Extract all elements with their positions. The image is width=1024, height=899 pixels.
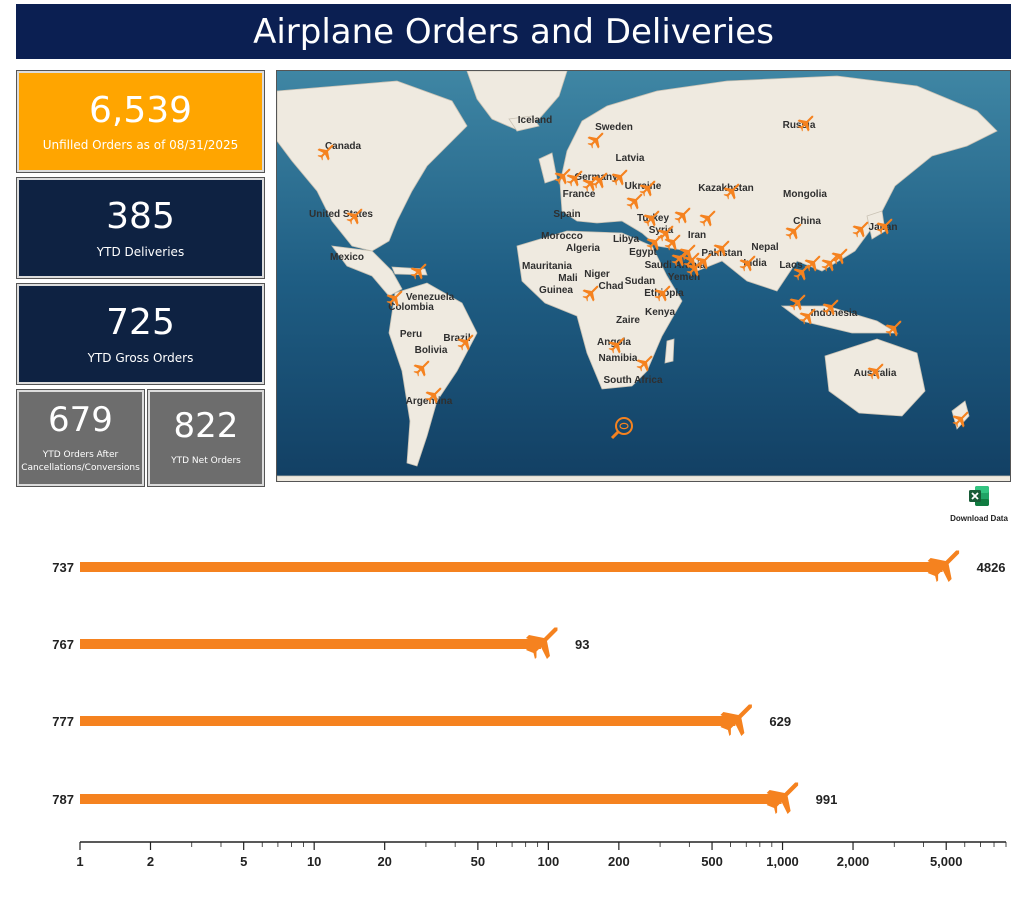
map-label-iran: Iran xyxy=(688,230,706,241)
data-label: 4826 xyxy=(977,560,1006,575)
map-label-yemen: Yemen xyxy=(668,272,700,283)
map-label-mali: Mali xyxy=(558,273,578,284)
kpi-value: 385 xyxy=(106,196,175,238)
map-label-colombia: Colombia xyxy=(388,302,434,313)
bar[interactable] xyxy=(80,716,736,726)
map-label-laos: Laos xyxy=(779,260,803,271)
kpi-ytd-net-orders[interactable]: 822 YTD Net Orders xyxy=(147,389,265,487)
map-label-guinea: Guinea xyxy=(539,285,573,296)
category-label: 777 xyxy=(52,714,74,729)
bar[interactable] xyxy=(80,794,782,804)
kpi-value: 822 xyxy=(173,406,239,446)
x-tick-label: 200 xyxy=(608,854,630,869)
australia xyxy=(824,338,926,417)
kpi-ytd-gross-orders[interactable]: 725 YTD Gross Orders xyxy=(16,283,265,385)
map-label-brazil: Brazil xyxy=(443,333,470,344)
magnifier-icon xyxy=(615,417,633,435)
x-tick-label: 2 xyxy=(147,854,154,869)
map-label-nepal: Nepal xyxy=(751,242,778,253)
iceland xyxy=(508,115,540,132)
map-label-peru: Peru xyxy=(400,329,422,340)
map-label-algeria: Algeria xyxy=(566,243,600,254)
kpi-unfilled-orders[interactable]: 6,539 Unfilled Orders as of 08/31/2025 xyxy=(16,70,265,173)
x-tick-label: 5,000 xyxy=(930,854,963,869)
map-label-france: France xyxy=(563,189,596,200)
orders-bar-chart: 737 4826 767 93 777 629 787 991 1 2 5 10 20 50 100 200 5… xyxy=(52,550,1007,869)
x-tick-label: 5 xyxy=(240,854,247,869)
map-label-argentina: Argentina xyxy=(406,396,453,407)
kpi-label: Unfilled Orders as of 08/31/2025 xyxy=(42,138,239,153)
map-label-spain: Spain xyxy=(553,209,580,220)
south-america xyxy=(388,282,478,467)
bar[interactable] xyxy=(80,639,541,649)
category-label: 737 xyxy=(52,560,74,575)
data-label: 991 xyxy=(816,792,838,807)
data-label: 629 xyxy=(769,714,791,729)
x-tick-label: 1 xyxy=(76,854,83,869)
eye-icon xyxy=(619,422,629,430)
x-tick-label: 2,000 xyxy=(837,854,870,869)
x-tick-label: 1,000 xyxy=(766,854,799,869)
map-label-india: India xyxy=(743,258,767,269)
x-axis: 1 2 5 10 20 50 100 200 500 1,000 2,000 5,000 xyxy=(76,841,1007,869)
map-label-united-states: United States xyxy=(309,209,373,220)
kpi-ytd-deliveries[interactable]: 385 YTD Deliveries xyxy=(16,177,265,279)
map-label-venezuela: Venezuela xyxy=(406,292,455,303)
map-label-mauritania: Mauritania xyxy=(522,261,572,272)
bars: 737 4826 767 93 777 629 787 991 xyxy=(52,550,1006,814)
map-label-namibia: Namibia xyxy=(599,353,638,364)
map-label-bolivia: Bolivia xyxy=(415,345,448,356)
page-title: Airplane Orders and Deliveries xyxy=(16,4,1011,59)
bar[interactable] xyxy=(80,562,943,572)
x-tick-label: 500 xyxy=(701,854,723,869)
magnifier-handle xyxy=(610,430,620,440)
category-label: 787 xyxy=(52,792,74,807)
map-label-south-africa: South Africa xyxy=(603,375,663,386)
search-map-button[interactable] xyxy=(610,417,633,440)
map-label-kenya: Kenya xyxy=(645,307,675,318)
map-label-morocco: Morocco xyxy=(541,231,583,242)
excel-icon xyxy=(969,486,989,506)
map-label-mexico: Mexico xyxy=(330,252,364,263)
map-label-libya: Libya xyxy=(613,234,640,245)
map-label-niger: Niger xyxy=(584,269,610,280)
x-tick-label: 50 xyxy=(471,854,485,869)
map-label-russia: Russia xyxy=(783,120,816,131)
map-label-china: China xyxy=(793,216,821,227)
map-label-egypt: Egypt xyxy=(629,247,657,258)
x-tick-label: 100 xyxy=(538,854,560,869)
land-masses xyxy=(277,71,1010,481)
kpi-label: YTD Orders After Cancellations/Conversio… xyxy=(21,450,140,473)
download-data-button[interactable]: Download Data xyxy=(950,485,1008,523)
map-label-zaire: Zaire xyxy=(616,315,640,326)
kpi-label: YTD Net Orders xyxy=(171,456,241,467)
download-data-label: Download Data xyxy=(950,514,1008,523)
europe-asia xyxy=(559,75,998,292)
kpi-value: 6,539 xyxy=(88,89,193,131)
x-tick-label: 20 xyxy=(377,854,391,869)
kpi-ytd-orders-after-cancellations[interactable]: 679 YTD Orders After Cancellations/Conve… xyxy=(16,389,145,487)
map-label-pakistan: Pakistan xyxy=(701,248,742,259)
world-map-canvas: IcelandSwedenRussiaCanadaLatviaGermanyFr… xyxy=(277,71,1010,481)
map-label-sweden: Sweden xyxy=(595,122,633,133)
map-label-iceland: Iceland xyxy=(518,115,552,126)
kpi-label: YTD Gross Orders xyxy=(87,350,194,365)
uk xyxy=(538,152,558,184)
kpi-value: 725 xyxy=(106,302,175,344)
map-label-mongolia: Mongolia xyxy=(783,189,827,200)
map-label-chad: Chad xyxy=(599,281,624,292)
kpi-value: 679 xyxy=(48,399,113,440)
map-label-canada: Canada xyxy=(325,141,362,152)
map-label-saudi-arabia: Saudi Arabia xyxy=(645,260,706,271)
kpi-label: YTD Deliveries xyxy=(96,244,185,259)
map-label-latvia: Latvia xyxy=(616,153,645,164)
category-label: 767 xyxy=(52,637,74,652)
x-tick-label: 10 xyxy=(307,854,321,869)
data-label: 93 xyxy=(575,637,589,652)
north-america xyxy=(277,80,468,252)
antarctica xyxy=(277,475,1010,481)
world-map[interactable]: IcelandSwedenRussiaCanadaLatviaGermanyFr… xyxy=(276,70,1011,482)
map-label-sudan: Sudan xyxy=(625,276,656,287)
madagascar xyxy=(664,338,675,364)
